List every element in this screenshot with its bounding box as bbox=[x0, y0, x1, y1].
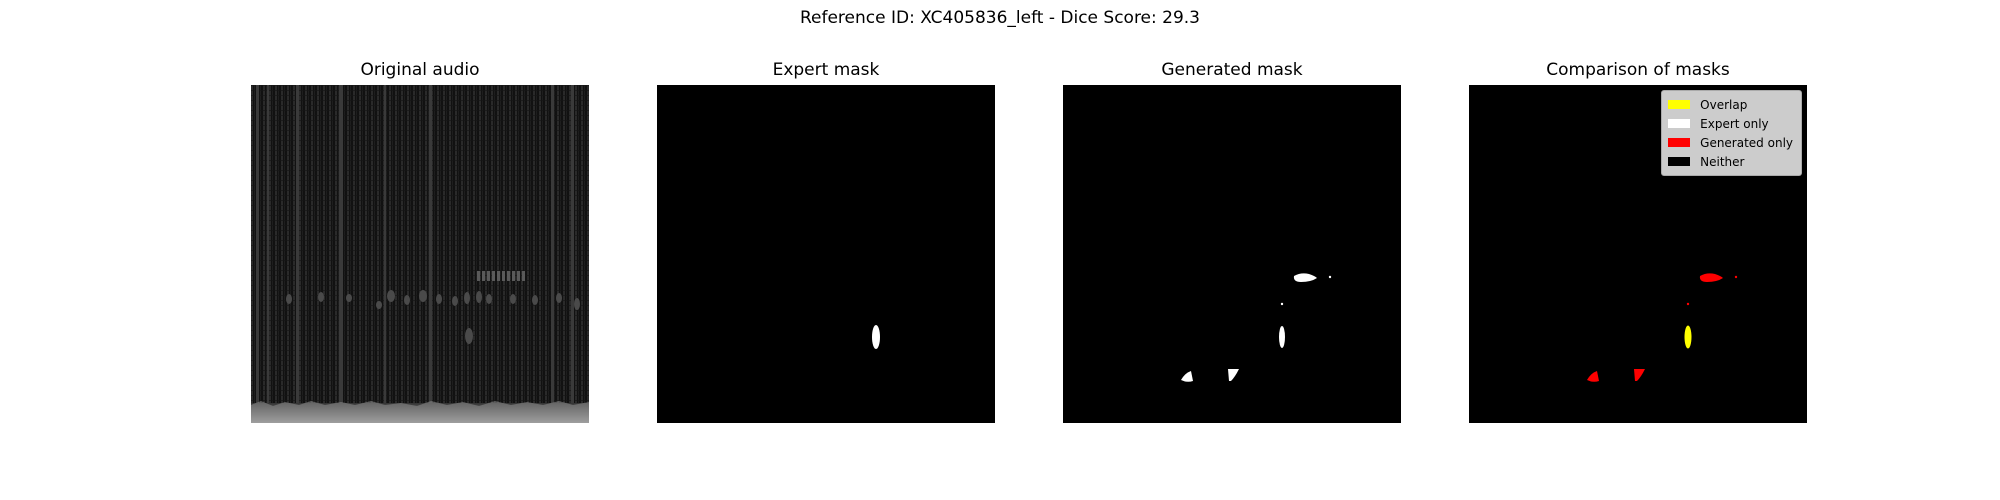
generated-only-swatch bbox=[1668, 138, 1691, 147]
expert-mask-image bbox=[657, 85, 995, 423]
generated-region-5 bbox=[1181, 371, 1193, 382]
generated-mask-title: Generated mask bbox=[1161, 60, 1303, 80]
spectrogram-image bbox=[251, 85, 589, 423]
generated-region-2 bbox=[1328, 275, 1332, 279]
figure-title: Reference ID: XC405836_left - Dice Score… bbox=[799, 8, 1200, 28]
legend-label-expert-only: Expert only bbox=[1700, 116, 1769, 131]
expert-only-swatch bbox=[1668, 119, 1691, 128]
legend-label-generated-only: Generated only bbox=[1700, 135, 1793, 150]
overlap-region bbox=[1684, 325, 1692, 349]
legend-item-expert-only: Expert only bbox=[1668, 114, 1793, 133]
original-audio-title: Original audio bbox=[360, 60, 480, 80]
generated-only-region-4 bbox=[1587, 371, 1599, 382]
generated-only-region-3 bbox=[1686, 302, 1690, 306]
overlap-swatch bbox=[1668, 100, 1691, 109]
legend-label-overlap: Overlap bbox=[1700, 97, 1748, 112]
legend-item-generated-only: Generated only bbox=[1668, 133, 1793, 152]
generated-region-1 bbox=[1293, 273, 1317, 282]
comparison-plot: Overlap Expert only Generated only Neith… bbox=[1469, 85, 1807, 423]
generated-region-4 bbox=[1279, 326, 1285, 348]
generated-only-region-2 bbox=[1734, 275, 1738, 279]
expert-mask-title: Expert mask bbox=[772, 60, 880, 80]
generated-only-region-5 bbox=[1634, 369, 1645, 381]
comparison-title: Comparison of masks bbox=[1546, 60, 1730, 80]
expert-region bbox=[872, 325, 880, 349]
original-audio-spectrogram bbox=[251, 85, 589, 423]
legend-item-neither: Neither bbox=[1668, 152, 1793, 171]
generated-mask-image bbox=[1063, 85, 1401, 423]
comparison-legend: Overlap Expert only Generated only Neith… bbox=[1661, 90, 1802, 176]
generated-only-region-1 bbox=[1699, 273, 1723, 282]
generated-region-3 bbox=[1280, 302, 1284, 306]
generated-region-6 bbox=[1228, 369, 1239, 381]
neither-swatch bbox=[1668, 157, 1691, 166]
legend-item-overlap: Overlap bbox=[1668, 95, 1793, 114]
legend-label-neither: Neither bbox=[1700, 154, 1745, 169]
generated-mask-plot bbox=[1063, 85, 1401, 423]
expert-mask-plot bbox=[657, 85, 995, 423]
